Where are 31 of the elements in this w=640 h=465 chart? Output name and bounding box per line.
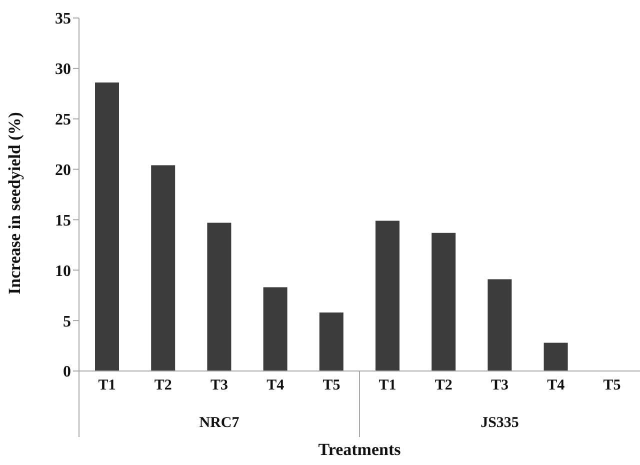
- bar: [319, 312, 344, 371]
- x-tick-label: T4: [266, 378, 285, 394]
- bar: [432, 232, 456, 371]
- bar: [488, 279, 512, 371]
- bar: [151, 165, 176, 371]
- y-tick-label: 0: [63, 364, 71, 381]
- y-tick-label: 10: [55, 262, 71, 280]
- y-tick-label: 30: [55, 61, 71, 78]
- x-tick-label: T4: [547, 378, 566, 394]
- text: NRC7: [199, 415, 240, 431]
- y-tick-label: 35: [55, 10, 71, 28]
- bar: [95, 82, 119, 371]
- bar: [544, 342, 568, 371]
- x-tick-label: T3: [210, 378, 228, 394]
- x-tick-label: T5: [603, 378, 621, 394]
- x-tick-label: T1: [98, 378, 116, 394]
- bar: [263, 287, 288, 371]
- y-tick-label: 15: [55, 212, 71, 230]
- bar: [376, 220, 400, 371]
- x-tick-label: T2: [434, 378, 452, 394]
- x-tick-label: T5: [322, 378, 340, 394]
- y-tick-label: 5: [63, 313, 71, 330]
- x-axis-title: Treatments: [318, 440, 402, 459]
- x-tick-label: T2: [154, 378, 172, 394]
- y-tick-label: 25: [55, 112, 71, 129]
- x-tick-label: T1: [378, 378, 396, 394]
- y-axis-title: Increase in seedyield (%): [5, 112, 24, 294]
- y-tick-label: 20: [55, 162, 71, 179]
- text: JS335: [480, 415, 519, 431]
- bar: [207, 222, 232, 371]
- x-tick-label: T3: [490, 378, 509, 394]
